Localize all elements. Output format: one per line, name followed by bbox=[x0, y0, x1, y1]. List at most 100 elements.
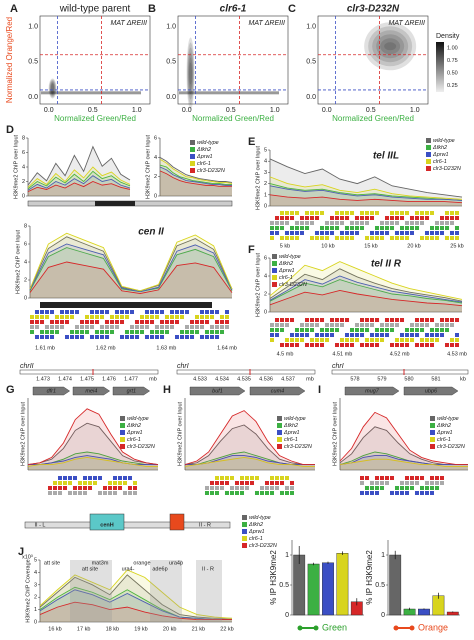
trace-line bbox=[269, 275, 463, 303]
legend-swatch bbox=[277, 430, 282, 435]
density-cloud bbox=[187, 42, 195, 105]
annotation-track bbox=[120, 315, 124, 319]
annotation-track bbox=[220, 320, 224, 324]
legend-label: clr3-D232N bbox=[127, 444, 155, 450]
annotation-track bbox=[30, 325, 34, 329]
annotation-track bbox=[405, 231, 409, 235]
annotation-track bbox=[370, 338, 374, 342]
annotation-track bbox=[125, 310, 129, 314]
trace-band bbox=[270, 261, 462, 312]
annotation-track bbox=[370, 211, 374, 215]
annotation-track bbox=[75, 335, 79, 339]
legend-swatch bbox=[272, 254, 277, 259]
annotation-track bbox=[380, 333, 384, 337]
annotation-track bbox=[435, 486, 439, 490]
trace-line bbox=[27, 166, 131, 188]
trace-line bbox=[39, 569, 233, 619]
density-cloud bbox=[50, 82, 55, 95]
annotation-track bbox=[300, 226, 304, 230]
density-cloud bbox=[188, 52, 194, 95]
annotation-track bbox=[150, 330, 154, 334]
annotation-track bbox=[220, 486, 224, 490]
annotation-track bbox=[320, 343, 324, 347]
y-axis-label: H3K9me2 ChIP over Input bbox=[145, 134, 151, 199]
legend-swatch bbox=[242, 515, 247, 520]
annotation-track bbox=[365, 323, 369, 327]
annotation-track bbox=[160, 325, 164, 329]
annotation-track bbox=[445, 328, 449, 332]
legend-label: Δprw1 bbox=[436, 430, 453, 436]
legend-label: Δprw1 bbox=[432, 152, 449, 158]
annotation-track bbox=[285, 236, 289, 240]
annotation-track bbox=[55, 325, 59, 329]
y-tick-label: 0 bbox=[22, 193, 25, 199]
annotation-track bbox=[370, 236, 374, 240]
annotation-track bbox=[455, 236, 459, 240]
annotation-track bbox=[175, 315, 179, 319]
annotation-track bbox=[180, 335, 184, 339]
annotation-track bbox=[420, 211, 424, 215]
annotation-track bbox=[375, 491, 379, 495]
annotation-track bbox=[245, 476, 249, 480]
annotation-track bbox=[83, 486, 87, 490]
coordinate-label: 4.533 bbox=[193, 376, 207, 382]
legend-swatch bbox=[426, 166, 431, 171]
plot-frame bbox=[317, 15, 429, 105]
legend-swatch bbox=[242, 529, 247, 534]
y-axis-label: Normalized Orange/Red bbox=[5, 17, 14, 103]
shaded-region bbox=[196, 560, 222, 622]
annotation-track bbox=[295, 343, 299, 347]
annotation-track bbox=[205, 335, 209, 339]
annotation-track bbox=[435, 481, 439, 485]
annotation-track bbox=[330, 231, 334, 235]
annotation-track bbox=[225, 320, 229, 324]
annotation-track bbox=[290, 236, 294, 240]
annotation-track bbox=[360, 221, 364, 225]
annotation-track bbox=[170, 310, 174, 314]
annotation-track bbox=[365, 236, 369, 240]
annotation-track bbox=[35, 310, 39, 314]
fluor-icon bbox=[393, 625, 399, 631]
annotation-track bbox=[113, 486, 117, 490]
annotation-track bbox=[365, 216, 369, 220]
annotation-track bbox=[420, 236, 424, 240]
annotation-track bbox=[320, 338, 324, 342]
annotation-track bbox=[325, 328, 329, 332]
annotation-track bbox=[133, 486, 137, 490]
region-annotation: ade6p bbox=[152, 566, 167, 572]
y-tick-label: 4 bbox=[22, 164, 25, 170]
y-tick-label: 6 bbox=[264, 255, 267, 261]
trace-line bbox=[269, 289, 463, 307]
annotation-track bbox=[380, 481, 384, 485]
annotation-track bbox=[45, 315, 49, 319]
annotation-track bbox=[160, 320, 164, 324]
annotation-track bbox=[280, 476, 284, 480]
annotation-track bbox=[125, 315, 129, 319]
annotation-track bbox=[58, 486, 62, 490]
annotation-track bbox=[225, 481, 229, 485]
y-tick-label: 5 bbox=[34, 557, 37, 563]
annotation-track bbox=[195, 330, 199, 334]
annotation-track bbox=[53, 481, 57, 485]
annotation-track bbox=[435, 338, 439, 342]
annotation-track bbox=[290, 491, 294, 495]
annotation-track bbox=[78, 486, 82, 490]
bar bbox=[418, 608, 430, 616]
annotation-track bbox=[280, 216, 284, 220]
annotation-track bbox=[145, 335, 149, 339]
annotation-track bbox=[128, 491, 132, 495]
annotation-track bbox=[380, 486, 384, 490]
legend-label: Δfkh2 bbox=[436, 423, 451, 429]
annotation-track bbox=[305, 221, 309, 225]
annotation-track bbox=[310, 221, 314, 225]
annotation-track bbox=[330, 216, 334, 220]
coordinate-label: 579 bbox=[377, 376, 386, 382]
trace-line bbox=[269, 279, 463, 304]
annotation-track bbox=[445, 318, 449, 322]
annotation-track bbox=[370, 323, 374, 327]
annotation-track bbox=[40, 330, 44, 334]
legend-swatch bbox=[277, 423, 282, 428]
coordinate-label: 21 kb bbox=[192, 626, 205, 632]
annotation-track bbox=[225, 315, 229, 319]
trace-band bbox=[28, 455, 158, 470]
